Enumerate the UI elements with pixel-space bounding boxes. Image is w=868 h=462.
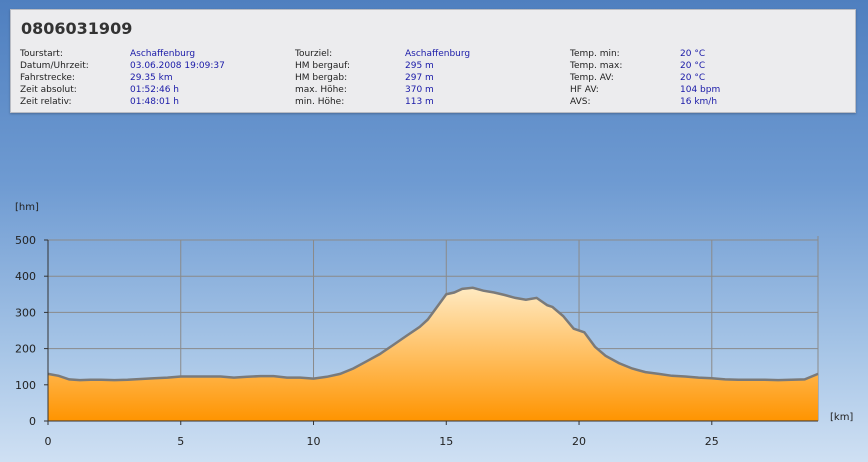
x-axis-label: [km]	[830, 412, 853, 423]
field-value: 20 °C	[680, 61, 706, 71]
field-label: Tourziel:	[295, 49, 333, 59]
field-label: HM bergab:	[295, 73, 348, 83]
field-value: 370 m	[405, 85, 434, 95]
y-axis-label: [hm]	[15, 202, 39, 213]
field-label: Temp. max:	[570, 61, 623, 71]
field-label: Datum/Uhrzeit:	[20, 61, 89, 71]
field-value: 20 °C	[680, 49, 706, 59]
y-tick-label: 0	[29, 415, 36, 428]
field-value: 297 m	[405, 73, 434, 83]
chart-axes: 0 100 200 300 400 500 0 5 10 15 20 25	[15, 234, 818, 448]
field-label: Temp. AV:	[570, 73, 614, 83]
field-label: min. Höhe:	[295, 97, 345, 107]
field-value: Aschaffenburg	[130, 49, 196, 59]
field-label: Temp. min:	[570, 49, 620, 59]
x-tick-label: 10	[307, 435, 321, 448]
tour-title: 0806031909	[21, 19, 133, 38]
field-value: 295 m	[405, 61, 434, 71]
field-label: HM bergauf:	[295, 61, 350, 71]
y-tick-label: 200	[15, 343, 36, 356]
field-label: AVS:	[570, 97, 591, 107]
field-label: Zeit absolut:	[20, 85, 77, 95]
elevation-line	[47, 286, 819, 382]
field-value: 104 bpm	[680, 85, 721, 95]
x-tick-label: 25	[705, 435, 719, 448]
info-panel: 0806031909 Tourstart: Aschaffenburg Datum/…	[10, 9, 856, 113]
x-tick-label: 0	[45, 435, 52, 448]
field-value: 113 m	[405, 97, 434, 107]
field-label: Tourstart:	[20, 49, 63, 59]
field-value: 01:52:46 h	[130, 85, 179, 95]
field-value: 20 °C	[680, 73, 706, 83]
field-value: 03.06.2008 19:09:37	[130, 61, 225, 71]
field-label: Fahrstrecke:	[20, 73, 75, 83]
field-value: 16 km/h	[680, 97, 718, 107]
y-tick-label: 100	[15, 379, 36, 392]
elevation-area	[48, 287, 818, 421]
field-value: 29.35 km	[130, 73, 173, 83]
x-tick-label: 20	[572, 435, 586, 448]
field-value: Aschaffenburg	[405, 49, 471, 59]
x-tick-label: 5	[177, 435, 184, 448]
field-label: Zeit relativ:	[20, 97, 72, 107]
field-label: HF AV:	[570, 85, 599, 95]
y-tick-label: 300	[15, 306, 36, 319]
x-tick-label: 15	[439, 435, 453, 448]
field-label: max. Höhe:	[295, 85, 347, 95]
field-value: 01:48:01 h	[130, 97, 179, 107]
y-tick-label: 500	[15, 234, 36, 247]
y-tick-label: 400	[15, 270, 36, 283]
